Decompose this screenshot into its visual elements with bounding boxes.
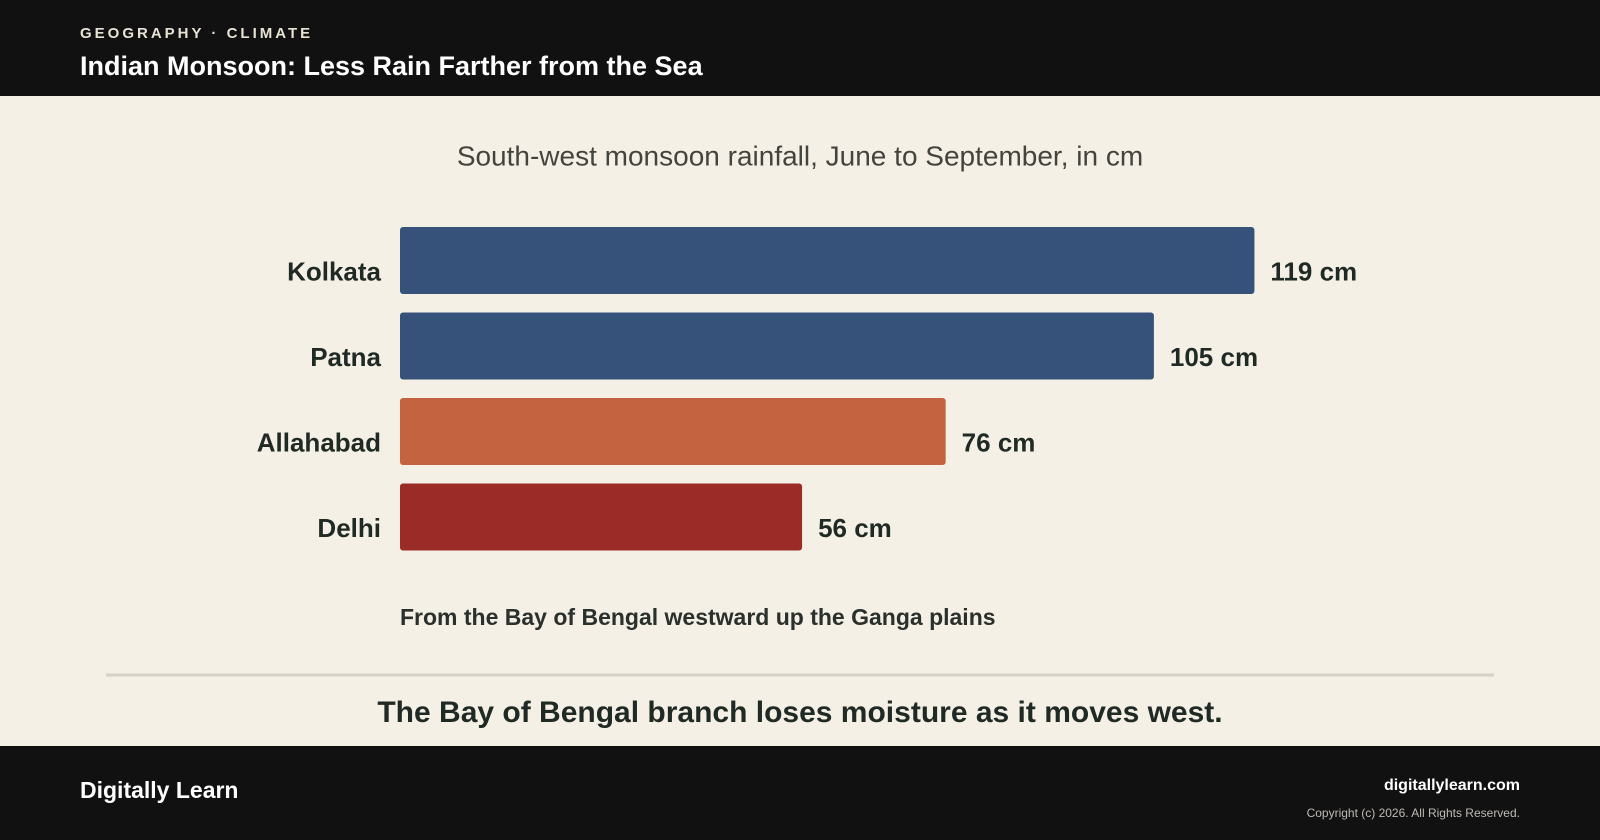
value-label: 76 cm (962, 427, 1036, 457)
value-label: 105 cm (1170, 342, 1258, 372)
bar (400, 227, 1255, 294)
annotation: From the Bay of Bengal westward up the G… (400, 604, 996, 630)
category-label: Patna (310, 342, 381, 372)
takeaway: The Bay of Bengal branch loses moisture … (377, 696, 1222, 729)
value-label: 119 cm (1270, 256, 1357, 286)
eyebrow: GEOGRAPHY · CLIMATE (80, 25, 313, 42)
bar (400, 483, 803, 551)
chart-subtitle: South-west monsoon rainfall, June to Sep… (457, 140, 1143, 171)
category-label: Allahabad (257, 427, 381, 457)
bar (400, 312, 1154, 380)
category-label: Kolkata (287, 256, 381, 286)
brand: Digitally Learn (80, 777, 238, 803)
page-title: Indian Monsoon: Less Rain Farther from t… (80, 51, 704, 81)
value-label: 56 cm (818, 513, 892, 543)
footer-bar (0, 746, 1600, 840)
header-bar (0, 0, 1600, 96)
copyright: Copyright (c) 2026. All Rights Reserved. (1307, 806, 1520, 820)
category-label: Delhi (317, 513, 381, 543)
bar (400, 398, 946, 465)
site-link: digitallylearn.com (1384, 777, 1520, 794)
